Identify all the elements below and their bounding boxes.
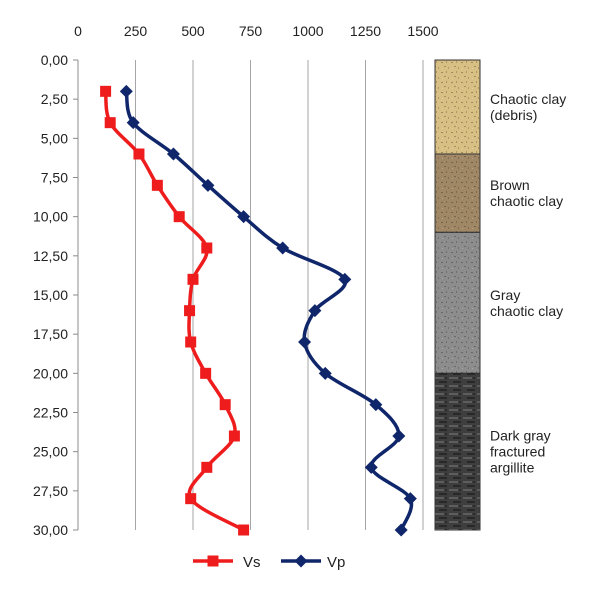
data-point-vs — [200, 367, 212, 379]
stratum-label: Gray chaotic clay — [490, 287, 563, 319]
data-point-vp — [201, 178, 215, 192]
stratum-label-line: (debris) — [490, 107, 537, 123]
stratum-4: Dark gray fractured argillite — [434, 372, 551, 531]
data-point-vp — [364, 460, 378, 474]
data-point-vp — [276, 241, 290, 255]
data-point-vs — [185, 493, 197, 505]
stratum-label: Chaotic clay (debris) — [490, 91, 566, 123]
y-tick-label: 5,00 — [41, 130, 68, 146]
strata-column: Chaotic clay (debris)Brown chaotic clayGra… — [434, 59, 566, 531]
data-point-vp — [394, 523, 408, 537]
x-tick-label: 0 — [74, 23, 82, 39]
legend-marker-vp — [294, 554, 308, 568]
data-point-vs — [219, 399, 231, 411]
stratum-label-line: Dark gray — [490, 428, 551, 444]
x-tick-label: 250 — [124, 23, 148, 39]
x-tick-label: 1500 — [407, 23, 438, 39]
stratum-label: Brown chaotic clay — [490, 177, 563, 209]
data-point-vp — [403, 492, 417, 506]
data-point-vp — [392, 429, 406, 443]
data-point-vs — [173, 211, 185, 223]
data-point-vp — [369, 398, 383, 412]
stratum-texture — [435, 232, 480, 374]
data-point-vp — [338, 272, 352, 286]
data-point-vs — [185, 336, 197, 348]
data-point-vs — [238, 524, 250, 536]
data-point-vs — [104, 117, 116, 129]
stratum-label-line: Gray — [490, 287, 520, 303]
data-point-vp — [298, 335, 312, 349]
data-point-vs — [201, 461, 213, 473]
data-point-vs — [201, 242, 213, 254]
stratum-label-line: chaotic clay — [490, 193, 563, 209]
y-tick-label: 22,50 — [33, 405, 68, 421]
stratum-label-line: chaotic clay — [490, 303, 563, 319]
stratum-label-line: Chaotic clay — [490, 91, 566, 107]
stratum-3: Gray chaotic clay — [434, 231, 563, 374]
y-tick-label: 10,00 — [33, 209, 68, 225]
y-tick-label: 25,00 — [33, 444, 68, 460]
y-tick-label: 27,50 — [33, 483, 68, 499]
y-tick-label: 17,50 — [33, 326, 68, 342]
data-point-vs — [151, 179, 163, 191]
stratum-label: Dark gray fractured argillite — [490, 428, 551, 476]
series-layer — [100, 84, 417, 537]
legend-item-vp: Vp — [281, 554, 345, 571]
x-tick-label: 500 — [181, 23, 205, 39]
data-point-vp — [126, 116, 140, 130]
data-point-vs — [187, 273, 199, 285]
y-tick-label: 20,00 — [33, 365, 68, 381]
grid-layer — [135, 60, 424, 530]
data-point-vs — [184, 305, 196, 317]
data-point-vp — [308, 304, 322, 318]
legend: Vs Vp — [193, 554, 345, 571]
legend-label-vs: Vs — [243, 554, 261, 571]
stratum-texture — [435, 373, 480, 530]
series-vp — [119, 84, 417, 537]
stratum-2: Brown chaotic clay — [434, 153, 563, 233]
y-tick-label: 12,50 — [33, 248, 68, 264]
y-tick-label: 7,50 — [41, 170, 68, 186]
stratum-texture — [435, 60, 480, 154]
data-point-vs — [133, 148, 145, 160]
legend-marker-vs — [207, 555, 219, 567]
stratum-texture — [435, 154, 480, 233]
stratum-label-line: fractured — [490, 444, 545, 460]
y-tick-label: 2,50 — [41, 91, 68, 107]
legend-item-vs: Vs — [193, 554, 261, 571]
data-point-vp — [166, 147, 180, 161]
y-tick-label: 15,00 — [33, 287, 68, 303]
stratum-label-line: Brown — [490, 177, 530, 193]
data-point-vp — [119, 84, 133, 98]
x-tick-label: 750 — [239, 23, 263, 39]
y-tick-label: 30,00 — [33, 522, 68, 538]
series-vs — [100, 85, 250, 536]
stratum-1: Chaotic clay (debris) — [434, 59, 566, 155]
y-tick-label: 0,00 — [41, 52, 68, 68]
legend-label-vp: Vp — [327, 554, 345, 571]
data-point-vs — [100, 85, 112, 97]
data-point-vp — [318, 366, 332, 380]
data-point-vs — [228, 430, 240, 442]
data-point-vp — [237, 210, 251, 224]
axis-layer: 0 250 500 750 1000 1250 1500 0,00 2,50 5,00 7,50 10… — [33, 23, 439, 538]
stratum-label-line: argillite — [490, 460, 535, 476]
x-tick-label: 1250 — [350, 23, 381, 39]
x-tick-label: 1000 — [292, 23, 323, 39]
